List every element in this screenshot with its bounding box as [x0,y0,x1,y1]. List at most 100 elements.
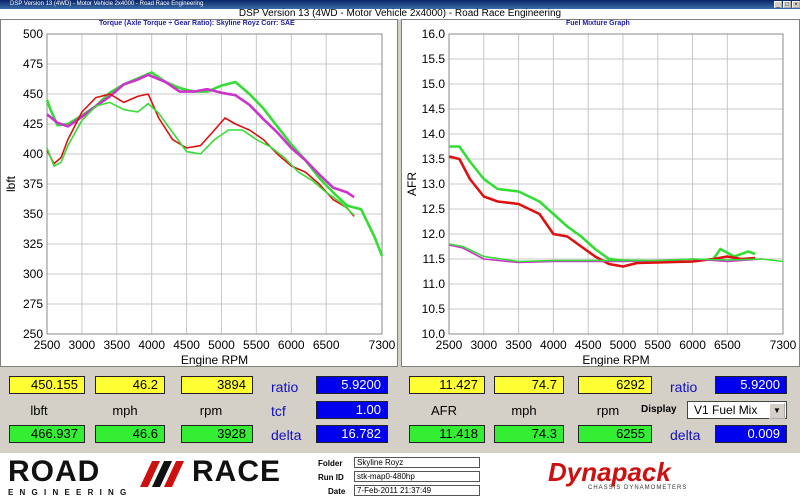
mph-peak-right: 74.3 [494,425,564,443]
afr-xtick-label: 5000 [610,338,637,352]
rpm-peak-right: 6255 [578,425,652,443]
afr-ytick-label: 12.5 [422,202,446,216]
dynapack-subtitle: CHASSIS DYNAMOMETERS [588,485,688,491]
torque-xtick-label: 5000 [208,338,235,352]
afr-ytick-label: 14.0 [422,127,446,141]
afr-peak: 11.418 [409,425,485,443]
date-label: Date [328,487,346,496]
display-select[interactable]: V1 Fuel Mix ▼ [687,401,787,419]
afr-ytick-label: 14.5 [422,102,446,116]
dynapack-text: Dynapack [548,457,671,487]
date-value: 7-Feb-2011 21:37:49 [354,485,480,496]
runid-value: stk-map0-480hp [354,471,480,482]
afr-ytick-label: 13.0 [422,177,446,191]
afr-plot-frame [448,33,784,335]
rpm-peak: 3928 [181,425,253,443]
torque-ytick-label: 450 [23,87,43,101]
delta-label: delta [271,427,302,443]
road-race-logo: ROAD RACE E N G I N E E R I N G [6,455,306,497]
afr-ytick-label: 15.5 [422,52,446,66]
lbft-peak: 466.937 [9,425,85,443]
afr-xtick-label: 4000 [540,338,567,352]
ratio-value-right: 5.9200 [715,376,787,394]
torque-plot-frame [46,33,383,335]
afr-x-axis-label: Engine RPM [582,353,649,366]
close-button[interactable]: × [792,1,800,8]
tcf-label: tcf [271,403,286,419]
afr-xtick-label: 4500 [575,338,602,352]
afr-ytick-label: 15.0 [422,77,446,91]
rpm-label-right: rpm [596,403,620,418]
afr-chart-panel: Fuel Mixture Graph 10.0 10.5 11.0 11.5 12.0 1… [401,19,800,367]
folder-label: Folder [318,459,343,468]
afr-chart: 10.0 10.5 11.0 11.5 12.0 12.5 13.0 13.5 14.0 14.5… [405,27,797,366]
afr-series-line-3 [448,243,784,263]
left-readouts: 450.155 46.2 3894 lbft mph rpm 466.937 4… [0,372,398,450]
torque-xtick-label: 4500 [173,338,200,352]
display-select-value: V1 Fuel Mix [694,403,758,417]
logo-slash-icon [139,461,185,487]
afr-xtick-label: 3500 [505,338,532,352]
display-label: Display [641,404,677,415]
window-title: DSP Version 13 (4WD) - Motor Vehicle 2x4… [10,1,204,7]
rpm-current: 3894 [181,376,253,394]
logo-road: ROAD [8,455,101,488]
rpm-label: rpm [199,403,223,418]
mph-current: 46.2 [95,376,165,394]
afr-xtick-label: 3000 [470,338,497,352]
maximize-button[interactable]: □ [783,1,791,8]
mph-label-right: mph [511,403,537,418]
afr-ytick-label: 13.5 [422,152,446,166]
afr-ytick-label: 12.0 [422,227,446,241]
torque-x-axis-label: Engine RPM [181,353,248,366]
afr-label: AFR [431,403,457,418]
afr-ytick-label: 11.0 [423,277,446,291]
afr-chart-title: Fuel Mixture Graph [566,20,630,27]
torque-y-axis-label: lbft [4,175,18,192]
afr-xtick-label: 5500 [644,338,671,352]
lbft-label: lbft [30,403,48,418]
torque-ytick-label: 275 [23,297,43,311]
folder-value: Skyline Royz [354,457,480,468]
torque-xtick-label: 7300 [369,338,396,352]
torque-ytick-label: 400 [23,147,43,161]
torque-chart-panel: Torque (Axle Torque ÷ Gear Ratio): Skyli… [0,19,398,367]
torque-series-line-3 [46,101,355,216]
torque-chart: 250 275 300 325 350 375 400 425 450 475 500 2500 300… [4,27,396,366]
ratio-label-right: ratio [670,379,698,395]
afr-ytick-label: 10.5 [422,302,446,316]
torque-ytick-label: 300 [23,267,43,281]
torque-xtick-label: 5500 [243,338,270,352]
footer: ROAD RACE E N G I N E E R I N G Folder S… [0,453,800,500]
afr-xtick-label: 2500 [436,338,463,352]
torque-xtick-label: 6500 [313,338,340,352]
ratio-value: 5.9200 [316,376,388,394]
torque-xtick-label: 2500 [34,338,61,352]
tcf-value: 1.00 [316,401,388,419]
torque-series-line-2 [46,93,355,217]
mph-peak: 46.6 [95,425,165,443]
torque-series-line-0 [45,71,384,257]
ratio-label: ratio [271,379,299,395]
afr-series-line-0 [449,145,756,263]
delta-value: 16.782 [316,425,388,443]
afr-xtick-label: 6000 [679,338,706,352]
afr-xtick-label: 7300 [770,338,797,352]
torque-xtick-label: 6000 [278,338,305,352]
runid-label: Run ID [318,473,344,482]
torque-series-line-1 [46,73,355,199]
lbft-current: 450.155 [9,376,85,394]
logo-engineering: E N G I N E E R I N G [8,488,129,497]
chevron-down-icon[interactable]: ▼ [769,403,785,419]
torque-xtick-label: 3000 [69,338,96,352]
torque-ytick-label: 475 [23,57,43,71]
minimize-button[interactable]: _ [774,1,782,8]
torque-ytick-label: 325 [23,237,43,251]
afr-current: 11.427 [409,376,485,394]
afr-series-line-1 [448,155,756,268]
mph-label: mph [112,403,138,418]
logo-race: RACE [192,455,282,488]
afr-y-axis-label: AFR [405,172,419,196]
app-title: DSP Version 13 (4WD - Motor Vehicle 2x40… [0,9,800,19]
mph-current-right: 74.7 [494,376,564,394]
